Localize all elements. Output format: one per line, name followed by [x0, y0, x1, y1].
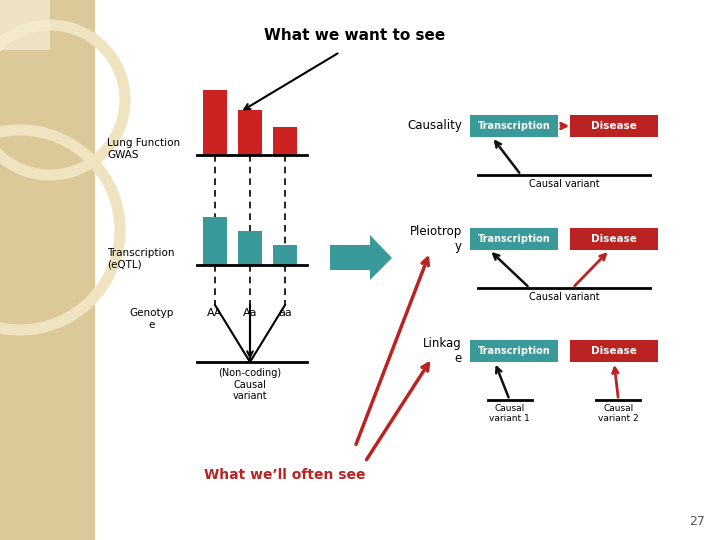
Text: Lung Function
GWAS: Lung Function GWAS	[107, 138, 180, 160]
Text: Pleiotrop
y: Pleiotrop y	[410, 225, 462, 253]
Text: Disease: Disease	[591, 234, 637, 244]
Text: Disease: Disease	[591, 121, 637, 131]
Bar	[0, 0, 95, 540]
Text: Linkag
e: Linkag e	[423, 337, 462, 365]
Text: What we’ll often see: What we’ll often see	[204, 468, 366, 482]
Bar	[0, 0, 50, 50]
Text: Causal
variant 1: Causal variant 1	[489, 404, 530, 423]
FancyBboxPatch shape	[470, 115, 558, 137]
Text: Causal variant: Causal variant	[528, 292, 599, 302]
FancyBboxPatch shape	[570, 115, 658, 137]
Text: aa: aa	[278, 308, 292, 318]
Polygon shape	[330, 235, 392, 280]
Text: 27: 27	[689, 515, 705, 528]
Bar	[273, 245, 297, 265]
FancyBboxPatch shape	[570, 340, 658, 362]
Bar	[238, 110, 262, 155]
Text: Transcription: Transcription	[477, 234, 550, 244]
Bar	[238, 231, 262, 265]
FancyBboxPatch shape	[470, 228, 558, 250]
FancyBboxPatch shape	[470, 340, 558, 362]
Bar	[203, 217, 227, 265]
Text: AA: AA	[207, 308, 222, 318]
Bar	[203, 90, 227, 155]
Text: Causal
variant 2: Causal variant 2	[598, 404, 639, 423]
Text: Disease: Disease	[591, 346, 637, 356]
Text: Transcription: Transcription	[477, 121, 550, 131]
Text: What we want to see: What we want to see	[264, 28, 446, 43]
Text: Transcription: Transcription	[477, 346, 550, 356]
Text: Transcription
(eQTL): Transcription (eQTL)	[107, 248, 174, 269]
Text: Genotyp
e: Genotyp e	[130, 308, 174, 329]
Text: Causal variant: Causal variant	[528, 179, 599, 189]
Text: Causality: Causality	[407, 119, 462, 132]
Text: (Non-coding)
Causal
variant: (Non-coding) Causal variant	[218, 368, 282, 401]
Text: Aa: Aa	[243, 308, 257, 318]
Bar	[273, 127, 297, 155]
FancyBboxPatch shape	[570, 228, 658, 250]
